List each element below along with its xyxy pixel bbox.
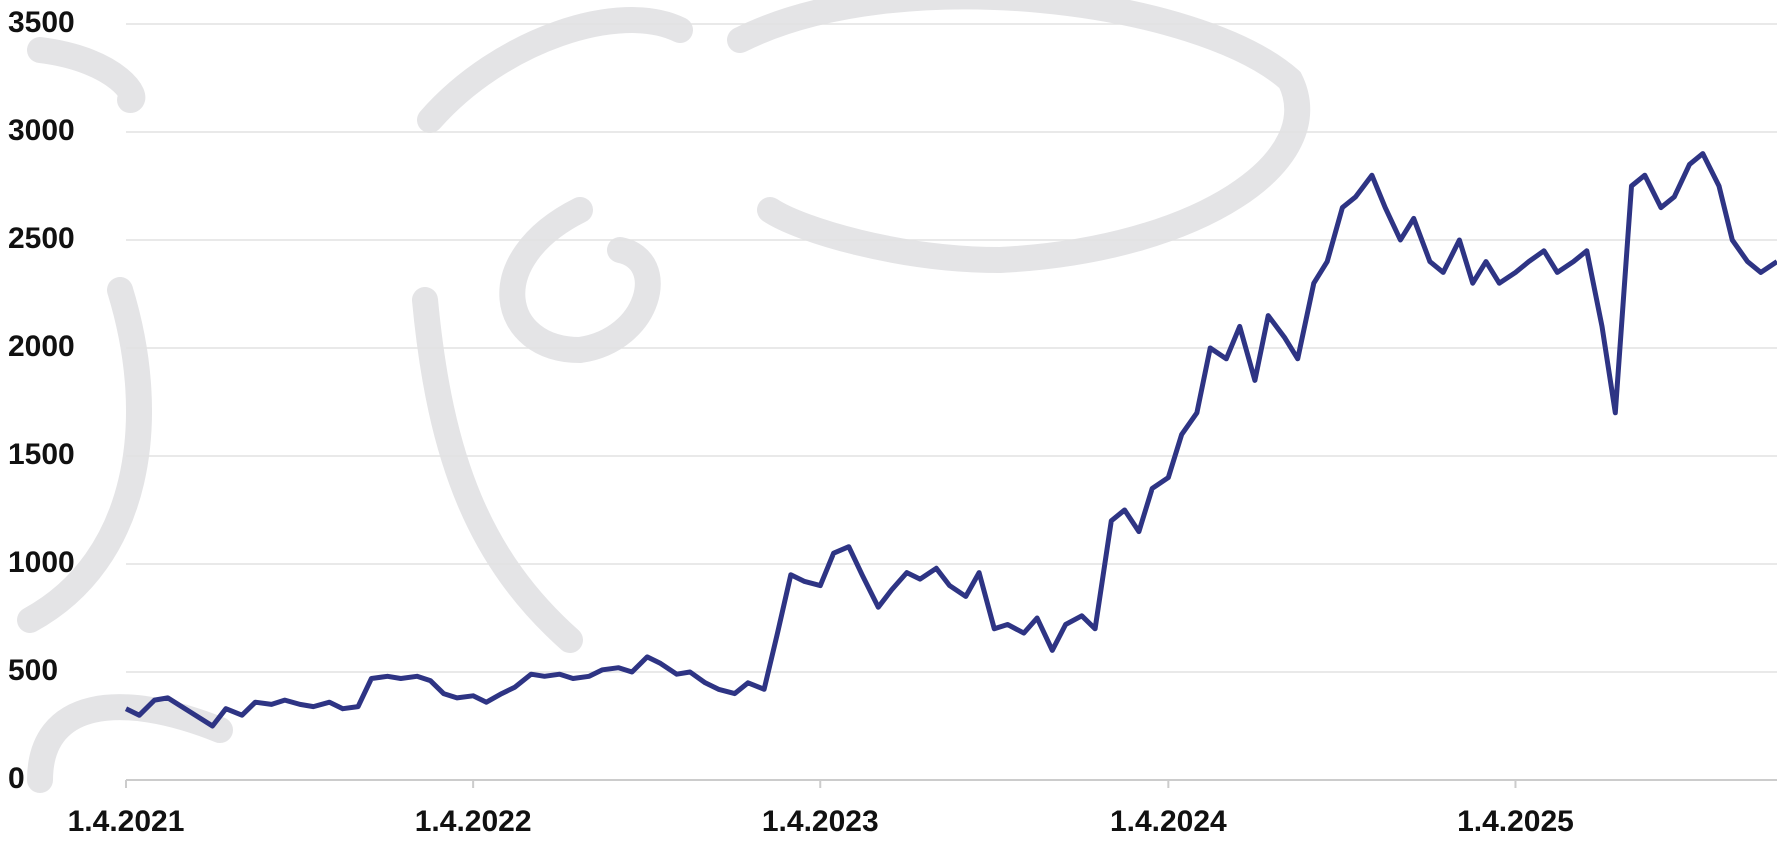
- y-tick-label: 1500: [8, 438, 75, 471]
- watermark-stroke: [430, 20, 680, 120]
- watermark-stroke: [740, 0, 1297, 260]
- x-tick-label: 1.4.2025: [1457, 805, 1574, 838]
- y-tick-label: 2500: [8, 222, 75, 255]
- y-tick-label: 0: [8, 762, 25, 795]
- watermark-stroke: [40, 707, 220, 780]
- y-tick-label: 2000: [8, 330, 75, 363]
- y-tick-label: 1000: [8, 546, 75, 579]
- x-tick-label: 1.4.2022: [415, 805, 532, 838]
- y-tick-label: 3500: [8, 6, 75, 39]
- watermark-stroke: [40, 50, 132, 100]
- x-tick-label: 1.4.2021: [68, 805, 185, 838]
- chart: 0 500 1000 1500 2000 2500 3000 3500 1.4.2021 1.4.…: [0, 0, 1777, 841]
- page: 0 500 1000 1500 2000 2500 3000 3500 1.4.2021 1.4.…: [0, 0, 1777, 841]
- x-tick-label: 1.4.2023: [762, 805, 879, 838]
- x-tick-label: 1.4.2024: [1110, 805, 1227, 838]
- y-tick-label: 3000: [8, 114, 75, 147]
- watermark-stroke: [512, 210, 647, 350]
- y-tick-label: 500: [8, 654, 58, 687]
